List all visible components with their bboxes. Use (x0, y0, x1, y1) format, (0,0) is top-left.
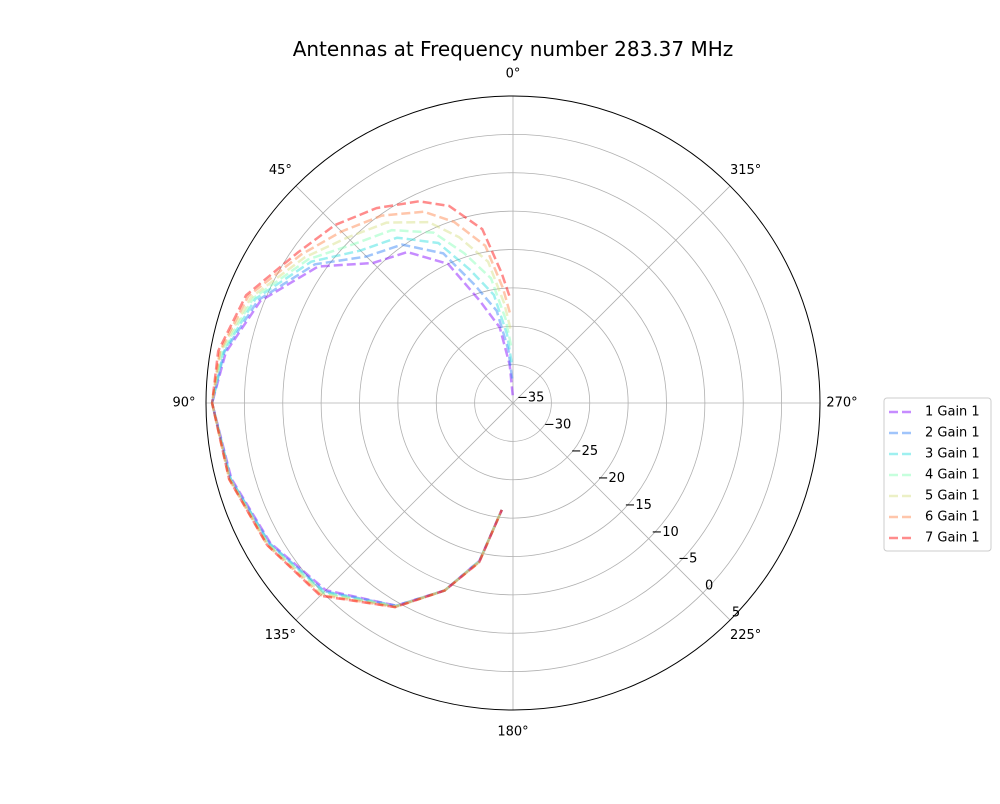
legend-label: 6 Gain 1 (925, 510, 980, 525)
axis-labels: −35−30−25−20 −15−10−5 0 5 0° 45° 90° 135° 180° 22… (172, 67, 857, 740)
series-line-4 (210, 228, 513, 608)
legend: 1 Gain 1 2 Gain 1 3 Gain 1 4 Gain 1 5 Gain 1… (883, 397, 992, 552)
series-line-1 (210, 250, 514, 607)
r-tick-label: −25 (571, 444, 598, 459)
legend-label: 7 Gain 1 (925, 531, 980, 546)
legend-label: 3 Gain 1 (925, 447, 980, 462)
r-tick-label: −10 (651, 525, 678, 540)
chart-title: Antennas at Frequency number 283.37 MHz (293, 37, 734, 61)
series-line-3 (210, 236, 513, 608)
r-tick-label: −35 (517, 391, 544, 406)
legend-label: 5 Gain 1 (925, 489, 980, 504)
series-group (210, 200, 514, 609)
grid (205, 95, 821, 711)
r-tick-label: −15 (624, 498, 651, 513)
angular-gridline (295, 402, 514, 621)
legend-label: 1 Gain 1 (925, 405, 980, 420)
theta-tick-label: 135° (265, 628, 296, 643)
theta-tick-label: 45° (269, 163, 292, 178)
polar-frame (205, 95, 821, 711)
r-tick-label: 5 (732, 605, 740, 620)
legend-label: 4 Gain 1 (925, 468, 980, 483)
theta-tick-label: 315° (730, 163, 761, 178)
legend-label: 2 Gain 1 (925, 426, 980, 441)
series-line-7 (210, 200, 511, 609)
r-tick-label: −5 (678, 552, 697, 567)
theta-tick-label: 270° (826, 396, 857, 411)
angular-gridline (512, 402, 731, 621)
r-tick-label: −30 (544, 417, 571, 432)
series-line-6 (210, 210, 512, 609)
r-tick-label: 0 (705, 579, 713, 594)
theta-tick-label: 180° (497, 725, 528, 740)
series-line-5 (210, 220, 512, 608)
legend-box (883, 397, 992, 552)
theta-tick-label: 225° (730, 628, 761, 643)
angular-gridline (295, 185, 514, 404)
theta-tick-label: 0° (506, 67, 521, 82)
angular-gridline (512, 185, 731, 404)
series-line-2 (210, 243, 514, 607)
theta-tick-label: 90° (172, 396, 195, 411)
r-tick-label: −20 (598, 471, 625, 486)
